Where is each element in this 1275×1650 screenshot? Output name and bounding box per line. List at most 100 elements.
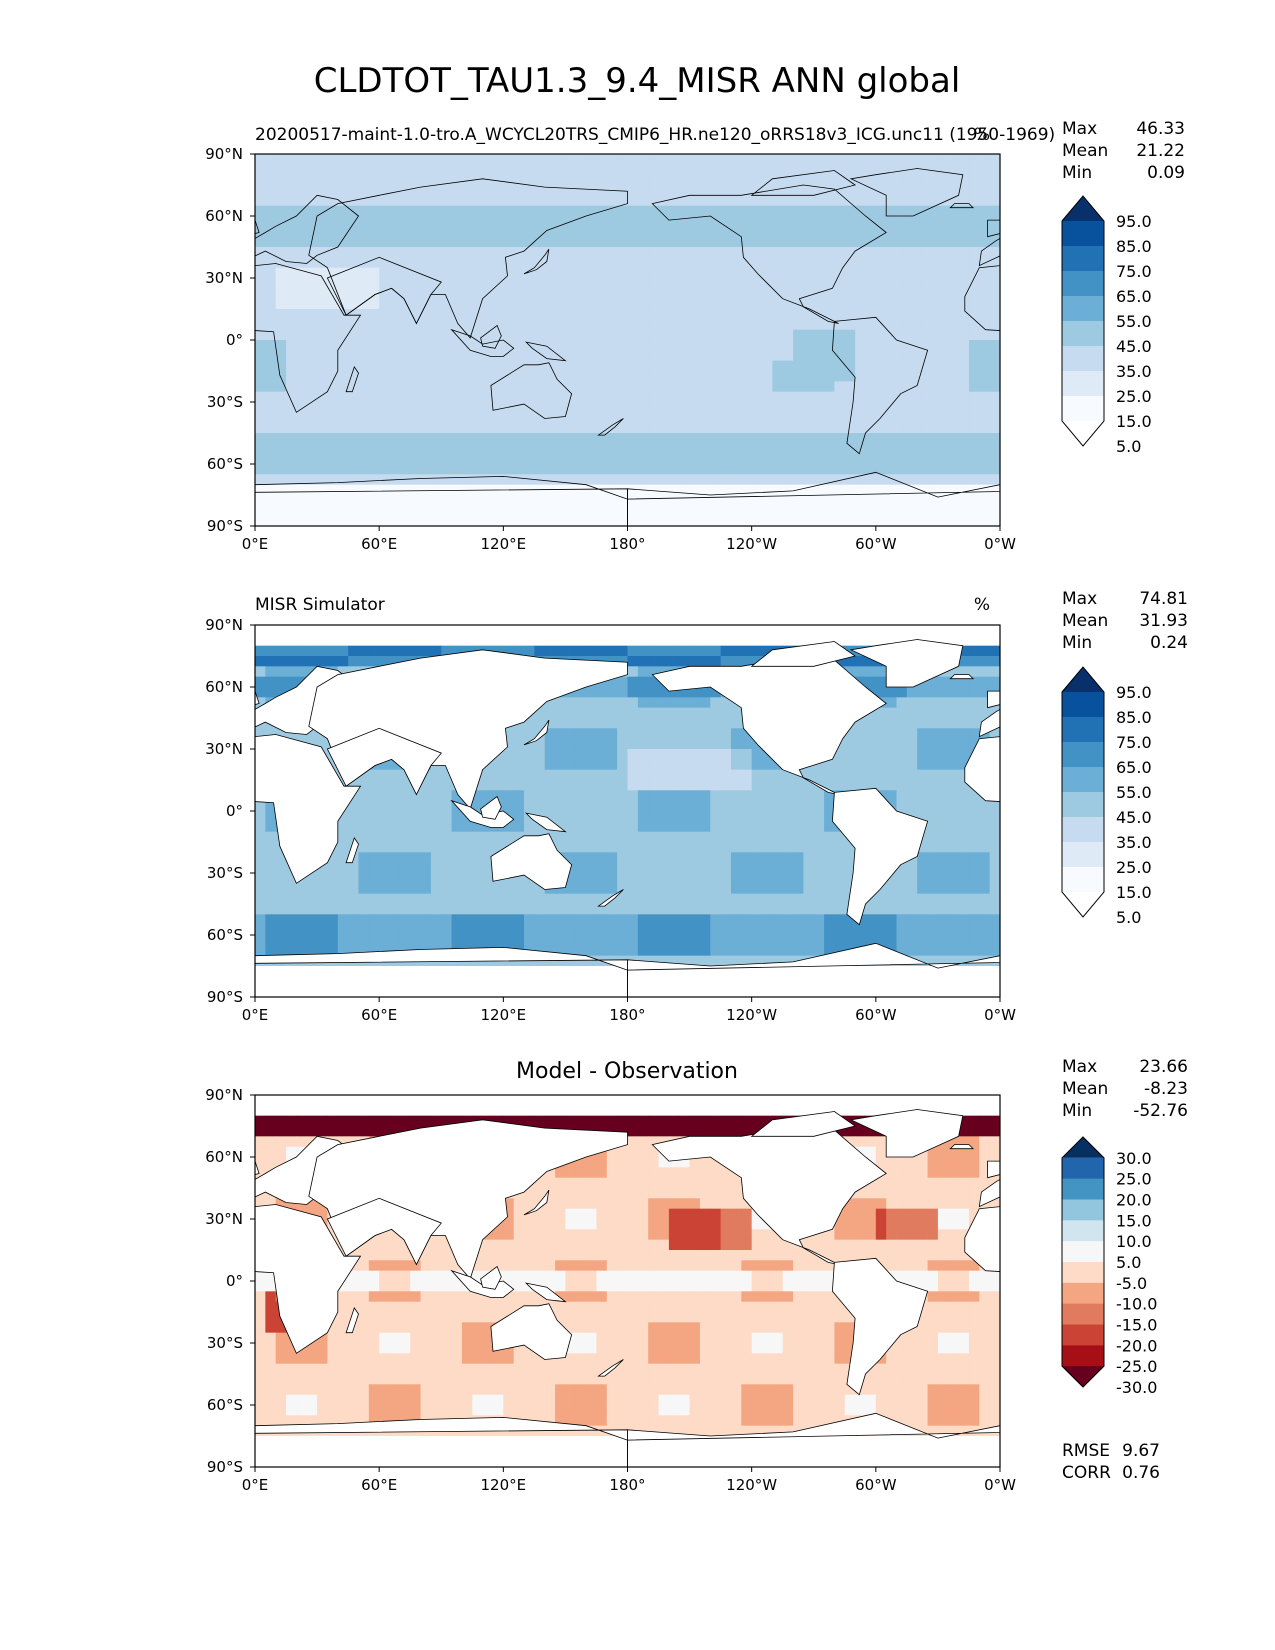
field-cell (358, 422, 370, 434)
field-cell (668, 914, 680, 926)
field-cell (834, 236, 846, 248)
field-cell (482, 402, 494, 413)
field-cell (348, 247, 359, 258)
field-cell (482, 505, 494, 517)
field-cell (968, 185, 980, 196)
field-cell (627, 945, 639, 957)
field-cell (451, 790, 463, 802)
field-cell (689, 800, 701, 812)
field-cell (451, 381, 463, 393)
field-cell (813, 811, 825, 822)
field-cell (865, 935, 877, 946)
field-cell (730, 924, 742, 936)
field-cell (720, 422, 732, 434)
field-cell (813, 288, 825, 300)
figure-title: CLDTOT_TAU1.3_9.4_MISR ANN global (314, 61, 961, 101)
field-cell (679, 945, 690, 957)
field-cell (596, 852, 608, 864)
field-cell (255, 515, 266, 526)
field-cell (286, 340, 297, 351)
field-cell (379, 205, 390, 217)
field-cell (668, 862, 680, 874)
field-cell (958, 474, 970, 486)
field-cell (948, 945, 960, 957)
field-cell (596, 216, 608, 227)
field-cell (596, 391, 608, 403)
field-cell (834, 769, 846, 781)
field-cell (875, 278, 887, 289)
field-cell (730, 883, 742, 895)
field-cell (627, 893, 639, 905)
field-cell (937, 267, 949, 279)
field-cell (730, 635, 742, 647)
field-cell (824, 831, 835, 843)
field-cell (720, 236, 732, 248)
field-cell (896, 474, 908, 486)
field-cell (730, 484, 742, 496)
field-cell (824, 205, 835, 217)
field-cell (751, 842, 763, 853)
field-cell (348, 391, 359, 403)
field-cell (575, 687, 587, 698)
field-cell (968, 402, 980, 413)
field-cell (958, 205, 970, 217)
field-cell (648, 790, 659, 802)
field-cell (762, 484, 773, 496)
field-cell (741, 821, 753, 833)
field-cell (503, 319, 515, 331)
field-cell (492, 154, 504, 165)
field-cell (265, 422, 277, 434)
field-cell (586, 697, 597, 709)
field-cell (824, 474, 835, 486)
field-cell (637, 309, 649, 320)
field-cell (503, 422, 515, 434)
field-cell (472, 453, 484, 465)
field-cell (555, 174, 566, 186)
field-cell (689, 924, 701, 936)
field-cell (286, 893, 297, 905)
field-cell (875, 687, 887, 698)
field-cell (544, 391, 556, 403)
field-cell (617, 164, 628, 176)
field-cell (803, 474, 815, 486)
field-cell (503, 205, 515, 217)
field-cell (265, 205, 277, 217)
field-cell (782, 852, 794, 864)
field-cell (275, 924, 287, 936)
field-cell (306, 728, 318, 740)
field-cell (461, 821, 473, 833)
field-cell (782, 391, 794, 403)
field-cell (844, 635, 856, 647)
field-cell (906, 790, 918, 802)
field-cell (606, 831, 618, 843)
field-cell (679, 319, 690, 331)
field-cell (668, 236, 680, 248)
field-cell (286, 883, 297, 895)
field-cell (544, 935, 556, 946)
field-cell (658, 505, 670, 517)
field-cell (741, 790, 753, 802)
field-cell (627, 645, 639, 657)
field-cell (658, 738, 670, 750)
field-cell (596, 707, 608, 719)
field-cell (865, 474, 877, 486)
field-cell (668, 453, 680, 465)
field-cell (534, 319, 546, 331)
field-cell (389, 309, 401, 320)
field-cell (648, 174, 659, 186)
field-cell (813, 298, 825, 310)
field-cell (927, 769, 939, 781)
field-cell (793, 309, 804, 320)
field-cell (979, 226, 991, 238)
field-cell (430, 495, 442, 506)
field-cell (648, 821, 659, 833)
field-cell (275, 883, 287, 895)
field-cell (844, 464, 856, 475)
field-cell (555, 924, 566, 936)
field-cell (286, 205, 297, 217)
field-cell (751, 811, 763, 822)
field-cell (813, 236, 825, 248)
field-cell (730, 945, 742, 957)
field-cell (306, 935, 318, 946)
field-cell (617, 267, 628, 279)
